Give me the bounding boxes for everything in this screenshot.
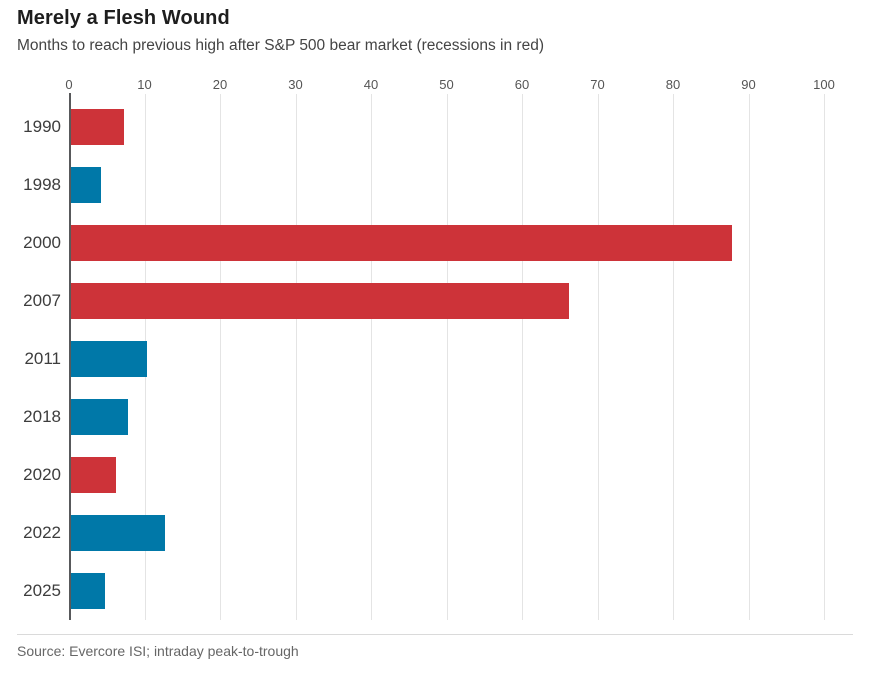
gridline [220, 94, 221, 620]
y-axis-label: 2020 [23, 465, 61, 484]
y-axis-label: 2025 [23, 581, 61, 600]
x-tick-label: 100 [813, 77, 835, 92]
gridline [295, 94, 297, 620]
gridline [446, 94, 448, 620]
y-axis-label: 2011 [24, 349, 61, 368]
y-axis-label: 2007 [23, 291, 61, 310]
bar-row: 2000 [23, 214, 824, 272]
plot-area: 1990 1998 2000 2007 2011 2018 2020 2022 2025 [23, 93, 825, 620]
x-tick-label: 90 [741, 77, 756, 92]
x-tick-label: 10 [137, 77, 152, 92]
chart-subtitle: Months to reach previous high after S&P … [17, 37, 544, 54]
bar-2022 [71, 515, 166, 551]
gridline [748, 94, 750, 620]
y-axis-label: 1998 [23, 175, 61, 194]
bar-2007 [71, 283, 570, 319]
x-tick-label: 30 [288, 77, 303, 92]
x-axis: 0 10 20 30 40 50 60 70 80 90 100 [65, 77, 834, 93]
gridline [824, 94, 825, 620]
bar-row: 2020 [23, 446, 824, 504]
bar-2025 [71, 573, 105, 609]
x-tick-label: 50 [439, 77, 454, 92]
bar-row: 2025 [23, 562, 824, 620]
chart-title: Merely a Flesh Wound [17, 7, 230, 29]
gridline [522, 94, 523, 620]
y-axis-label: 1990 [23, 117, 61, 136]
x-tick-label: 0 [65, 77, 73, 92]
gridline [673, 94, 674, 620]
x-tick-label: 70 [590, 77, 605, 92]
bar-row: 2022 [23, 504, 824, 562]
x-tick-label: 80 [665, 77, 681, 92]
bar-1990 [71, 109, 124, 145]
bar-row: 1990 [23, 98, 824, 156]
x-tick-label: 40 [363, 77, 379, 92]
x-tick-label: 20 [212, 77, 228, 92]
y-axis-label: 2000 [23, 233, 61, 252]
y-axis-label: 2018 [23, 407, 61, 426]
y-axis-label: 2022 [23, 523, 61, 542]
bar-2020 [71, 457, 117, 493]
bar-row: 2011 [24, 330, 824, 388]
bar-row: 2018 [23, 388, 824, 446]
y-axis-line [69, 93, 71, 620]
bar-row: 1998 [23, 156, 824, 214]
source-note: Source: Evercore ISI; intraday peak-to-t… [17, 643, 299, 659]
source-divider [17, 634, 853, 635]
bar-1998 [71, 167, 102, 203]
gridline [597, 94, 599, 620]
gridline [371, 94, 372, 620]
bar-2011 [71, 341, 147, 377]
bar-2018 [71, 399, 128, 435]
bar-2000 [71, 225, 732, 261]
bar-row: 2007 [23, 272, 824, 330]
x-tick-label: 60 [514, 77, 530, 92]
